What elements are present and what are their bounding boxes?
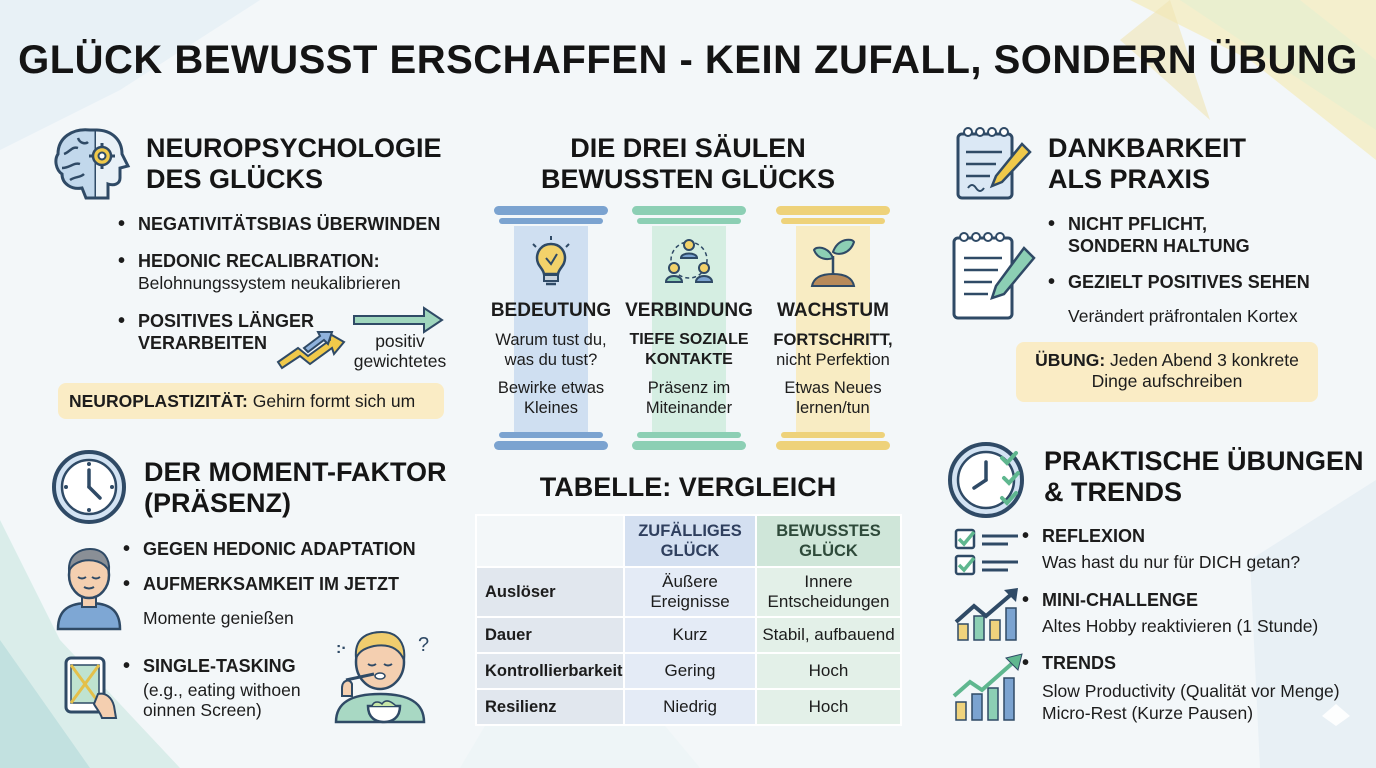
neuro-bullet-hedonic: HEDONIC RECALIBRATION:: [118, 250, 380, 272]
moment-section-title: DER MOMENT-FAKTOR (PRÄSENZ): [144, 457, 447, 518]
comparison-table: ZUFÄLLIGES GLÜCK BEWUSSTES GLÜCK Auslöser …: [475, 514, 902, 726]
lightbulb-icon: [532, 236, 570, 286]
clock-icon: [52, 450, 126, 524]
gratitude-bullet-attitude: NICHT PFLICHT,SONDERN HALTUNG: [1048, 213, 1250, 257]
thought-marks: :·: [336, 640, 347, 657]
table-row: Auslöser Äußere Ereignisse Innere Entschei…: [475, 566, 902, 618]
table-header-conscious: BEWUSSTES GLÜCK: [755, 514, 902, 568]
pillar-verbindung-label: VERBINDUNG: [625, 300, 753, 321]
pillar-wachstum-text: FORTSCHRITT, nicht Perfektion: [773, 331, 893, 369]
reflection-text: Was hast du nur für DICH getan?: [1042, 552, 1301, 572]
table-row: Dauer Kurz Stabil, aufbauend: [475, 616, 902, 654]
checklist-icon: [954, 528, 1018, 576]
question-mark: ?: [418, 634, 430, 656]
reflection-title: REFLEXION: [1022, 525, 1145, 547]
arrow-label: positiv gewichtetes: [353, 331, 447, 371]
table-row: Resilienz Niedrig Hoch: [475, 688, 902, 726]
trends-title: TRENDS: [1022, 652, 1116, 674]
neuro-section-title: NEUROPSYCHOLOGIE DES GLÜCKS: [146, 133, 442, 194]
trend-chart-icon: [952, 653, 1023, 721]
notepad-pencil-icon: [956, 127, 1032, 200]
gratitude-bullet-positive: GEZIELT POSITIVES SEHEN: [1048, 271, 1310, 293]
people-network-icon: [664, 239, 714, 283]
pillar-verbindung: [632, 206, 746, 450]
growth-chart-icon: [954, 588, 1018, 641]
clipboard-pencil-icon: [952, 232, 1036, 320]
neuroplasticity-pill: NEUROPLASTIZITÄT: Gehirn formt sich um: [58, 383, 444, 419]
single-tasking-title: SINGLE-TASKING: [123, 655, 296, 677]
moment-bullet-attention: AUFMERKSAMKEIT IM JETZT: [123, 573, 399, 595]
tablet-icon: [64, 656, 118, 719]
trends-text: Slow Productivity (Qualität vor Menge) Mi…: [1042, 681, 1340, 723]
moment-bullet-attention-sub: Momente genießen: [143, 608, 294, 628]
pillar-verbindung-text: TIEFE SOZIALE KONTAKTE: [629, 331, 749, 368]
pillar-bedeutung-text: Warum tust du, was du tust?: [495, 331, 607, 369]
gratitude-bullet-positive-sub: Verändert präfrontalen Kortex: [1068, 306, 1298, 326]
pillar-wachstum-label: WACHSTUM: [777, 300, 889, 321]
plant-sprout-icon: [810, 238, 856, 287]
table-row: Kontrollierbarkeit Gering Hoch: [475, 652, 902, 690]
pillar-bedeutung-text2: Bewirke etwas Kleines: [497, 379, 605, 417]
practice-section-title: PRAKTISCHE ÜBUNGEN & TRENDS: [1044, 446, 1364, 507]
pillar-bedeutung-label: BEDEUTUNG: [490, 300, 612, 321]
arrow-icon: [276, 306, 444, 370]
single-tasking-text: (e.g., eating withoen oinnen Screen): [143, 680, 301, 720]
neuro-bullet-negativity: NEGATIVITÄTSBIAS ÜBERWINDEN: [118, 213, 440, 235]
table-header-row: ZUFÄLLIGES GLÜCK BEWUSSTES GLÜCK: [475, 514, 902, 568]
moment-bullet-hedonic: GEGEN HEDONIC ADAPTATION: [123, 538, 416, 560]
person-meditating-icon: [56, 547, 122, 631]
pillar-verbindung-text2: Präsenz im Miteinander: [645, 379, 733, 417]
mini-challenge-title: MINI-CHALLENGE: [1022, 589, 1198, 611]
neuro-bullet-hedonic-sub: Belohnungssystem neukalibrieren: [138, 273, 401, 293]
gratitude-section-title: DANKBARKEIT ALS PRAXIS: [1048, 133, 1246, 194]
table-title: TABELLE: VERGLEICH: [539, 472, 837, 502]
exercise-pill: ÜBUNG: Jeden Abend 3 konkrete Dinge aufs…: [1016, 342, 1318, 402]
brain-gear-icon: [54, 128, 131, 200]
page-title: GLÜCK BEWUSST ERSCHAFFEN - KEIN ZUFALL, …: [18, 38, 1358, 82]
pillar-wachstum-text2: Etwas Neues lernen/tun: [784, 379, 882, 417]
person-eating-icon: [334, 630, 426, 724]
table-header-random: ZUFÄLLIGES GLÜCK: [623, 514, 757, 568]
pillars-section-title: DIE DREI SÄULEN BEWUSSTEN GLÜCKS: [540, 133, 835, 194]
mini-challenge-text: Altes Hobby reaktivieren (1 Stunde): [1042, 616, 1319, 636]
clock-checklist-icon: [948, 442, 1024, 518]
